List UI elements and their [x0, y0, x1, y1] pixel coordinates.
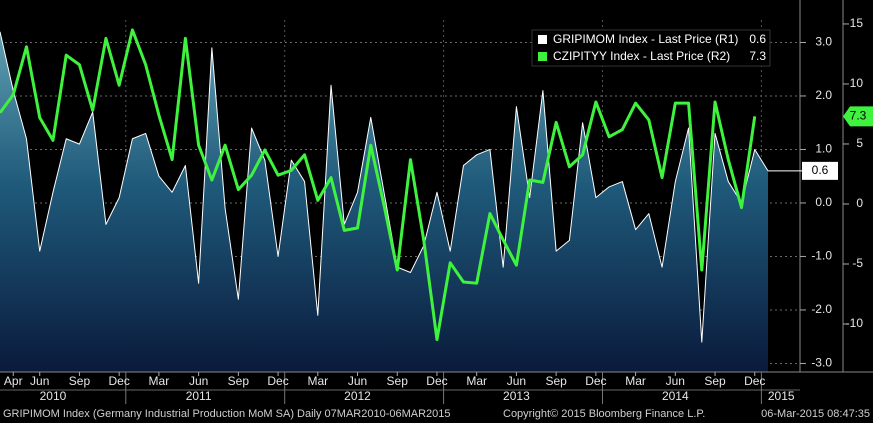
- x-tick-label: Dec: [585, 374, 606, 388]
- y-tick-label: 0.0: [815, 195, 832, 209]
- x-tick-label: Jun: [348, 374, 367, 388]
- x-tick-label: Mar: [307, 374, 328, 388]
- legend-swatch: [538, 52, 547, 61]
- y2-tick-label: -10: [846, 316, 864, 330]
- x-tick-label: Dec: [744, 374, 765, 388]
- x-tick-label: Apr: [4, 374, 23, 388]
- legend-label: CZIPITYY Index - Last Price (R2): [553, 49, 730, 63]
- y-tick-label: -3.0: [811, 356, 832, 370]
- x-tick-label: Mar: [625, 374, 646, 388]
- series-line: [0, 28, 757, 342]
- y2-tick-label: 10: [850, 76, 864, 90]
- legend-last-value: 0.6: [749, 32, 766, 46]
- last-value-label: 0.6: [812, 163, 829, 177]
- x-tick-label: Sep: [69, 374, 91, 388]
- x-year-label: 2014: [662, 389, 689, 403]
- x-tick-label: Sep: [545, 374, 567, 388]
- footer-copyright: Copyright© 2015 Bloomberg Finance L.P.: [503, 408, 705, 420]
- legend-swatch: [538, 35, 547, 44]
- legend-box: [531, 29, 771, 67]
- x-year-label: 2011: [186, 389, 212, 403]
- y-tick-label: -2.0: [811, 302, 832, 316]
- y2-tick-label: 5: [856, 136, 863, 150]
- y-tick-label: -1.0: [811, 249, 832, 263]
- footer-description: GRIPIMOM Index (Germany Industrial Produ…: [3, 408, 451, 420]
- x-year-label: 2015: [768, 389, 795, 403]
- x-tick-label: Dec: [426, 374, 447, 388]
- last-value-label: 7.3: [850, 109, 867, 123]
- x-tick-label: Sep: [704, 374, 726, 388]
- y2-tick-label: 15: [850, 16, 864, 30]
- x-tick-label: Mar: [466, 374, 487, 388]
- x-tick-label: Jun: [189, 374, 208, 388]
- x-tick-label: Dec: [267, 374, 288, 388]
- legend: GRIPIMOM Index - Last Price (R1) 0.6 CZI…: [531, 29, 771, 67]
- x-tick-label: Sep: [228, 374, 250, 388]
- y-tick-label: 3.0: [815, 35, 832, 49]
- series-line: [0, 31, 769, 343]
- x-tick-label: Dec: [109, 374, 130, 388]
- x-tick-label: Sep: [387, 374, 409, 388]
- axes: 3.0 2.0 1.0 0.0 -1.0 -2.0 -3.0 15 10 5 0 -5 -10 Apr Ju…: [0, 0, 873, 404]
- x-tick-label: Jun: [30, 374, 49, 388]
- last-value-badge: [843, 106, 873, 127]
- footer-timestamp: 06-Mar-2015 08:47:35: [761, 408, 870, 420]
- y-tick-label: 2.0: [815, 88, 832, 102]
- y2-tick-label: 0: [856, 196, 863, 210]
- x-tick-label: Mar: [149, 374, 170, 388]
- x-year-label: 2013: [503, 389, 530, 403]
- y-tick-label: 1.0: [815, 142, 832, 156]
- legend-label: GRIPIMOM Index - Last Price (R1): [553, 32, 738, 46]
- y2-tick-label: -5: [852, 256, 863, 270]
- plot-area: [0, 20, 800, 373]
- legend-last-value: 7.3: [749, 49, 766, 63]
- x-tick-label: Jun: [507, 374, 526, 388]
- last-value-badge: [802, 161, 838, 180]
- x-year-label: 2010: [40, 389, 67, 403]
- x-year-label: 2012: [344, 389, 371, 403]
- x-tick-label: Jun: [666, 374, 685, 388]
